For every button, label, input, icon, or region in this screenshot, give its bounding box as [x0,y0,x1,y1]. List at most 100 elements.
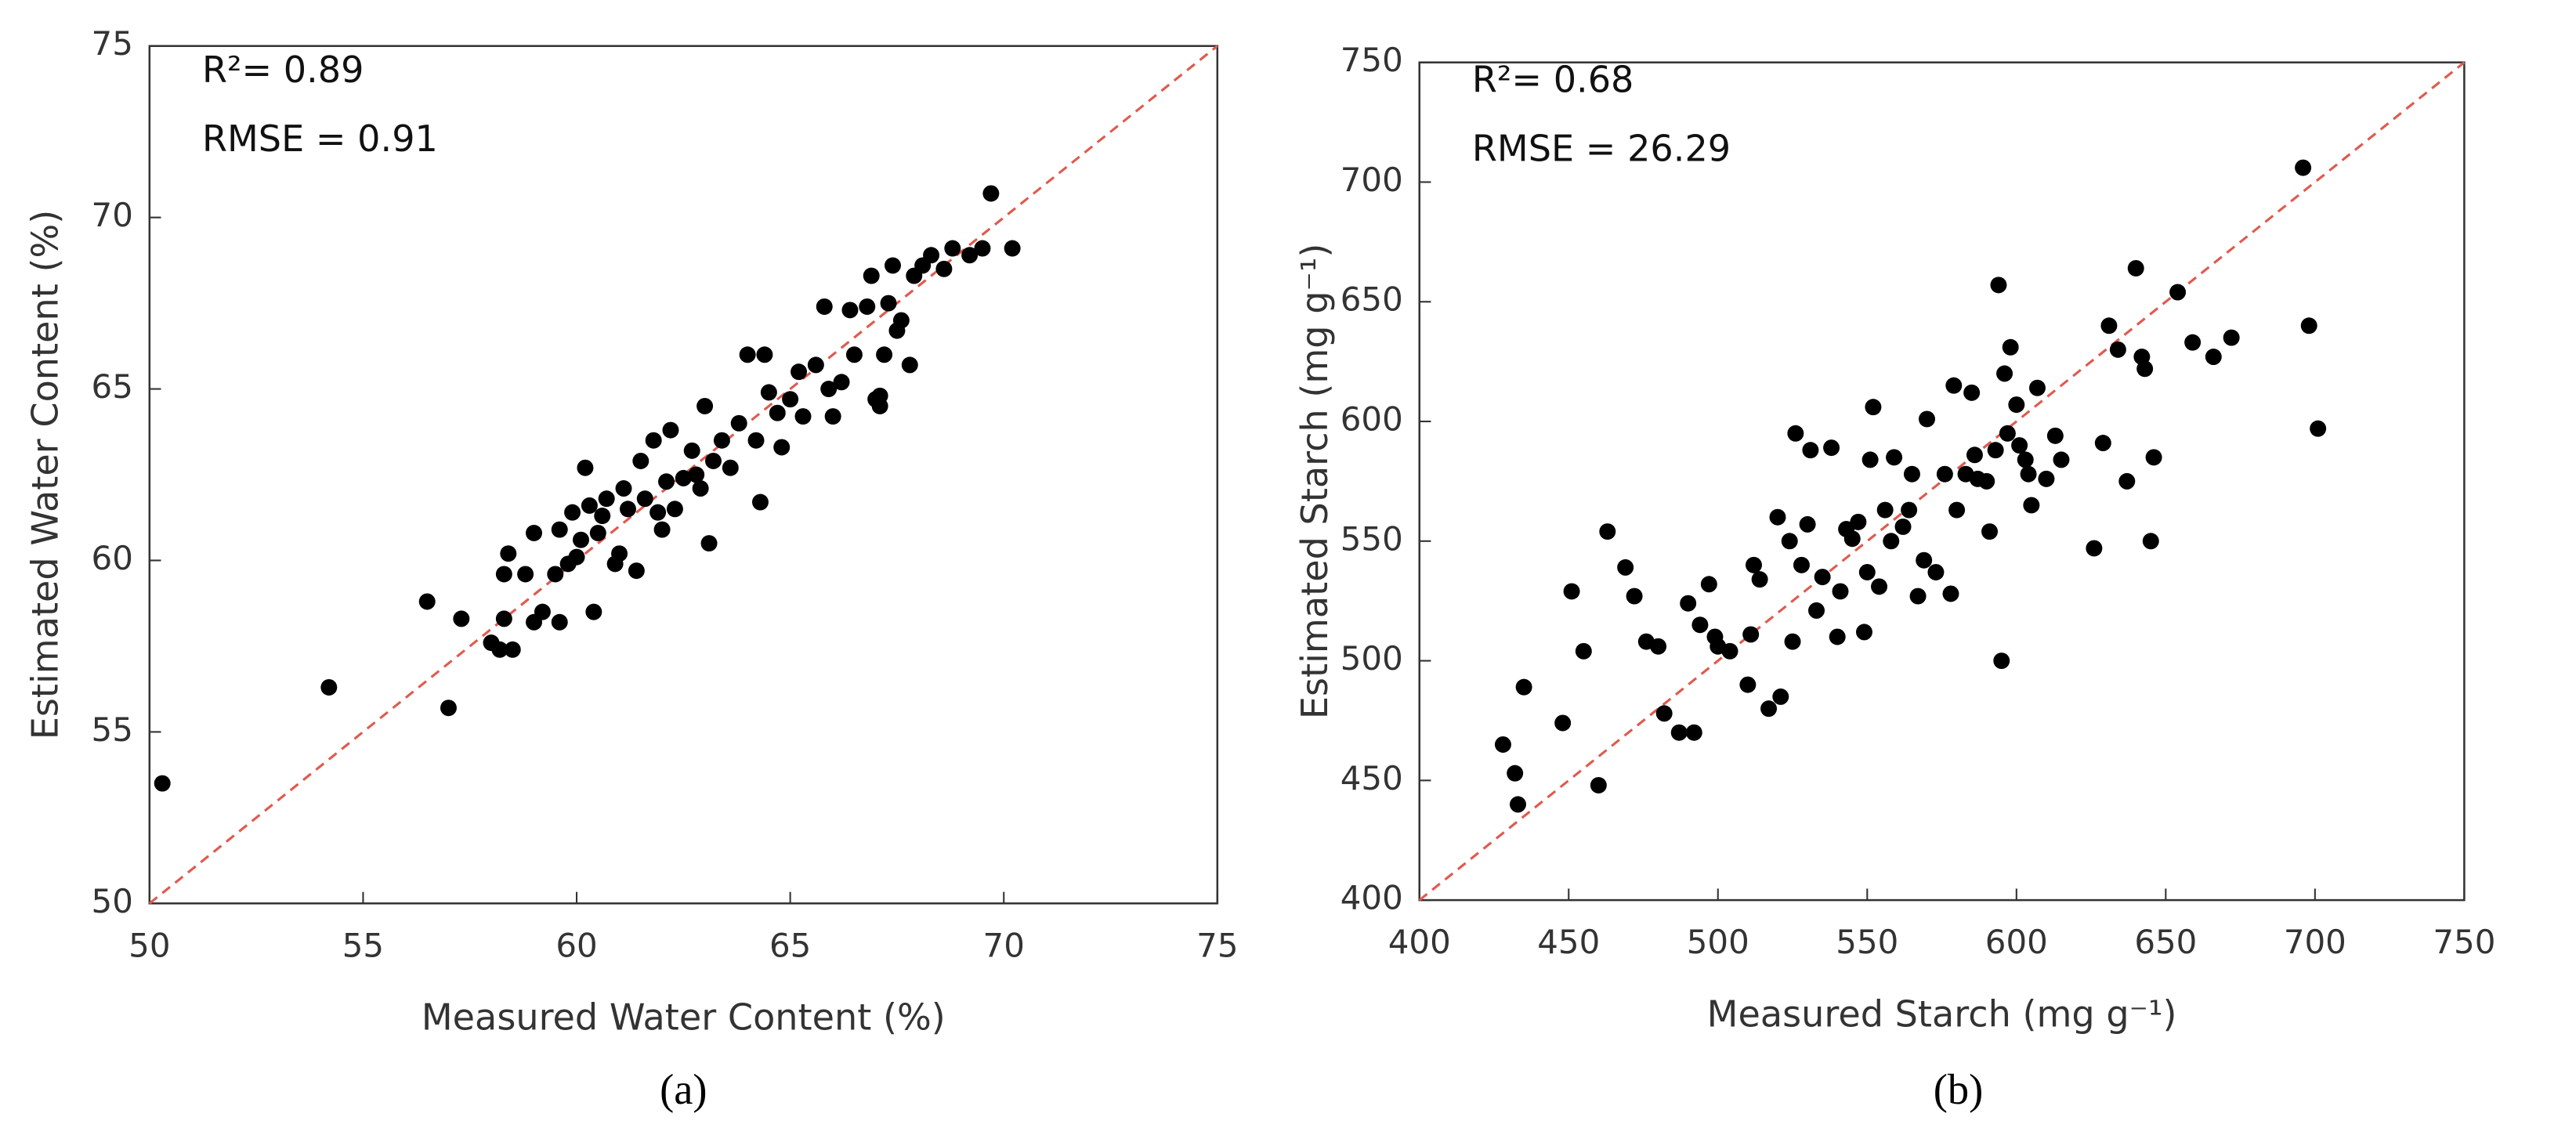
data-point [1700,576,1717,593]
data-point [1781,533,1798,550]
data-point [1876,501,1894,519]
data-point [1742,626,1760,643]
data-point [589,524,606,541]
data-point [756,346,773,363]
data-point [1871,578,1888,595]
data-point [2094,435,2111,451]
data-point [2046,427,2064,444]
x-tick-label: 400 [1388,923,1451,961]
data-point [1793,556,1810,573]
data-point [944,240,961,257]
data-point [1966,446,1983,464]
x-tick-label: 750 [2433,923,2495,961]
data-point [594,508,611,525]
data-point [564,504,581,521]
data-point [1832,583,1849,600]
data-point [1004,240,1021,257]
data-point [662,421,679,439]
data-point [1680,595,1697,612]
data-point [782,391,799,408]
y-tick-label: 60 [92,539,133,577]
data-point [1948,501,1966,519]
data-point [2002,338,2019,356]
data-point [1626,587,1643,605]
x-tick-label: 700 [2284,923,2346,961]
y-tick-label: 55 [92,710,133,749]
data-point [1978,472,1995,490]
data-point [794,408,812,425]
x-tick-label: 600 [1985,923,2048,961]
x-tick-label: 650 [2134,923,2197,961]
data-point [1685,724,1702,741]
data-point [747,432,765,449]
data-point [1927,564,1945,580]
annotation: RMSE = 26.29 [1472,127,1731,169]
data-point [1784,633,1801,650]
y-tick-label: 70 [92,196,133,234]
data-point [791,363,808,381]
data-point [1563,583,1580,600]
identity-line [148,45,1218,905]
data-point [1894,518,1912,535]
y-tick-label: 400 [1340,879,1403,917]
data-point [2310,420,2327,437]
data-point [2145,449,2162,466]
y-tick-label: 50 [92,882,133,920]
x-tick-label: 60 [555,926,597,964]
data-point [1751,571,1768,588]
x-tick-label: 55 [342,926,384,964]
data-point [598,490,615,508]
y-tick-label: 550 [1340,519,1403,558]
data-point [453,610,470,627]
x-tick-label: 550 [1836,923,1898,961]
data-point [611,545,628,562]
data-point [935,260,953,277]
data-point [730,414,747,432]
data-point [632,453,649,469]
data-point [769,404,786,421]
x-axis-label: Measured Starch (mg g⁻¹) [1707,992,2177,1035]
annotation: R²= 0.68 [1472,58,1634,100]
annotation: R²= 0.89 [202,49,364,91]
data-point [876,346,893,363]
y-tick-label: 700 [1340,161,1403,199]
data-point [577,459,594,476]
data-point [722,459,739,476]
data-point [500,545,517,562]
data-point [2011,437,2028,454]
data-point [491,641,508,658]
data-point [751,493,769,511]
data-point [2127,259,2144,277]
data-point [1886,449,1903,466]
data-point [1650,638,1667,655]
data-point [1901,501,1918,519]
y-tick-label: 500 [1340,639,1403,678]
data-point [863,267,880,284]
y-axis-label: Estimated Starch (mg g⁻¹) [1293,244,1336,720]
data-point [683,442,700,459]
data-point [2086,540,2103,557]
data-point [615,480,632,497]
data-point [2100,317,2118,334]
data-point [1856,624,1872,641]
y-axis-label: Estimated Water Content (%) [24,210,66,740]
data-point [859,298,876,315]
x-tick-label: 450 [1537,923,1600,961]
data-point [675,469,692,486]
data-point [841,302,859,319]
data-point [816,298,833,315]
y-tick-label: 450 [1340,759,1403,797]
data-point [1850,513,1867,530]
y-tick-label: 75 [92,24,133,63]
data-point [1996,365,2013,382]
data-point [1799,515,1816,533]
data-point [1909,587,1927,605]
data-point [1590,776,1607,794]
data-point [2184,334,2202,351]
data-point [2017,451,2034,468]
data-point [534,603,551,620]
data-point [871,387,888,404]
data-point [1861,451,1879,468]
data-point [2300,317,2317,334]
data-point [1990,277,2007,294]
